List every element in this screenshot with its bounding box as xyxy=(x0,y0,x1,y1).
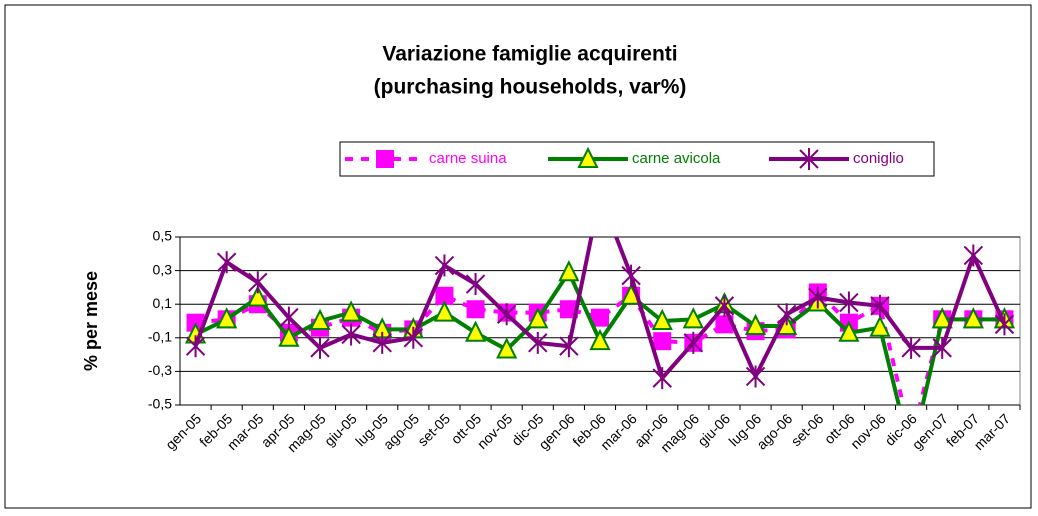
legend-marker xyxy=(799,148,819,170)
data-point xyxy=(309,308,331,330)
y-tick-label: 0,5 xyxy=(153,228,173,244)
data-point xyxy=(994,313,1015,336)
series-line xyxy=(195,290,1005,405)
data-point xyxy=(341,323,361,346)
y-tick-label: -0,5 xyxy=(148,396,172,412)
data-point xyxy=(278,325,300,347)
data-point xyxy=(279,306,299,329)
data-point xyxy=(559,335,579,358)
data-point xyxy=(901,336,921,359)
series-line xyxy=(193,237,1007,381)
data-point xyxy=(310,336,330,359)
data-point xyxy=(838,320,860,342)
data-point xyxy=(216,251,237,274)
data-point xyxy=(248,271,268,294)
data-point xyxy=(744,313,767,336)
data-point xyxy=(621,264,641,287)
data-point xyxy=(185,335,206,358)
data-point xyxy=(870,294,890,317)
data-point xyxy=(247,285,269,307)
data-point xyxy=(963,244,984,267)
data-point xyxy=(776,303,797,326)
data-point xyxy=(466,300,485,319)
y-axis-label: % per mese xyxy=(81,271,101,371)
data-point xyxy=(683,331,704,354)
y-tick-label: -0,1 xyxy=(148,329,172,345)
data-point xyxy=(932,336,952,359)
data-point xyxy=(528,331,548,354)
data-point xyxy=(931,307,953,329)
data-point xyxy=(839,291,859,314)
data-point xyxy=(589,328,611,351)
data-point xyxy=(465,273,486,296)
data-point xyxy=(464,320,487,342)
data-point xyxy=(653,332,672,351)
legend-marker xyxy=(577,146,599,168)
data-point xyxy=(745,365,766,388)
data-point xyxy=(372,331,392,354)
legend-label: carne suina xyxy=(429,150,507,167)
data-point xyxy=(433,300,456,322)
data-point xyxy=(434,254,455,277)
data-point xyxy=(435,286,454,305)
data-point xyxy=(403,326,424,349)
plot-series xyxy=(184,237,1016,405)
legend-label: carne avicola xyxy=(632,150,721,167)
y-tick-label: 0,1 xyxy=(153,295,173,311)
data-point xyxy=(591,308,609,327)
data-point xyxy=(869,315,891,337)
y-tick-label: -0,3 xyxy=(148,362,172,378)
data-point xyxy=(558,260,580,282)
data-point xyxy=(496,303,517,326)
y-tick-label: 0,3 xyxy=(153,261,173,277)
legend-marker xyxy=(376,150,394,168)
data-point xyxy=(962,307,984,329)
data-point xyxy=(808,286,828,309)
data-point xyxy=(527,307,549,329)
chart-title: Variazione famiglie acquirenti xyxy=(382,43,677,66)
data-point xyxy=(651,308,673,330)
data-point xyxy=(216,307,238,329)
data-point xyxy=(652,367,672,390)
data-point xyxy=(682,307,704,329)
data-point xyxy=(340,300,362,322)
data-point xyxy=(714,294,735,317)
legend-label: coniglio xyxy=(853,150,904,167)
data-point xyxy=(559,300,578,319)
chart-subtitle: (purchasing households, var%) xyxy=(374,76,687,99)
data-point xyxy=(496,337,518,359)
